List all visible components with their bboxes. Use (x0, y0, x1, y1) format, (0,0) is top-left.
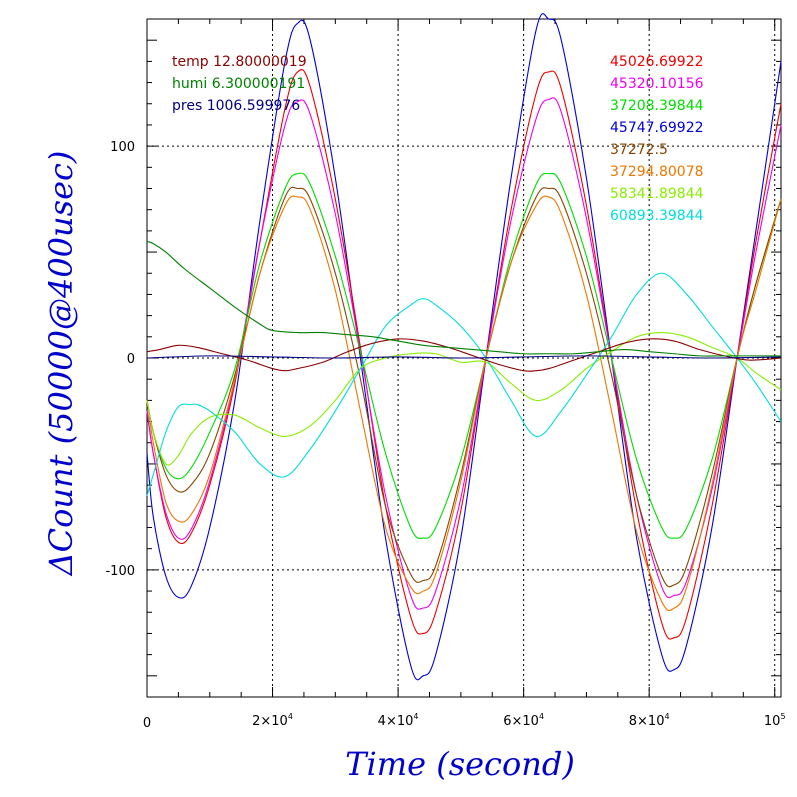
x-axis-title: Time (second) (345, 745, 575, 783)
legend-right-entry: 45026.69922 (610, 54, 704, 70)
series-line (146, 272, 782, 496)
y-axis-title: ΔCount (50000@400usec) (42, 151, 80, 578)
legend-right-entry: 37272.5 (610, 142, 668, 158)
legend-left: temp 12.80000019 humi 6.300000191 pres 100… (172, 54, 307, 114)
series-line (146, 13, 782, 681)
legend-right-entry: 45320.10156 (610, 76, 704, 92)
series-line (146, 240, 781, 357)
y-tick-label: 0 (127, 352, 135, 367)
legend-right-entry: 60893.39844 (610, 208, 704, 224)
series-layer (146, 13, 782, 681)
x-tick-label: 2×104 (252, 712, 293, 729)
series-line (146, 355, 782, 359)
legend-right-entry: 58341.89844 (610, 186, 704, 202)
x-tick-label: 8×104 (629, 712, 670, 729)
series-line (146, 195, 782, 612)
x-tick-label: 6×104 (503, 712, 544, 729)
legend-left-entry: pres 1006.599976 (172, 98, 300, 114)
x-tick-label: 105 (764, 712, 786, 729)
axis-ticks: 0 2×104 4×104 6×104 8×104 105 100 0 -100 (105, 19, 786, 731)
x-tick-label: 4×104 (378, 712, 419, 729)
series-line (146, 68, 782, 640)
x-tick-label: 0 (143, 716, 151, 731)
series-line (146, 172, 782, 540)
legend-right: 45026.69922 45320.10156 37208.39844 45747.6… (610, 54, 704, 224)
series-line (146, 332, 782, 466)
legend-right-entry: 45747.69922 (610, 120, 704, 136)
y-tick-label: 100 (110, 140, 135, 155)
legend-left-entry: temp 12.80000019 (172, 54, 307, 70)
legend-right-entry: 37208.39844 (610, 98, 704, 114)
y-tick-label: -100 (105, 564, 135, 579)
legend-left-entry: humi 6.300000191 (172, 76, 305, 92)
legend-right-entry: 37294.80078 (610, 164, 704, 180)
series-line (146, 186, 782, 588)
